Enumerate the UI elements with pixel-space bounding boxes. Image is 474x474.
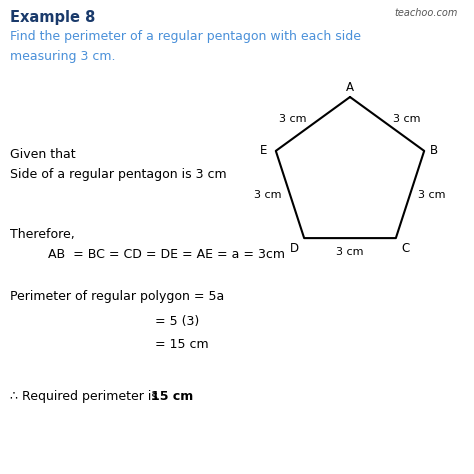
Text: A: A — [346, 81, 354, 93]
Text: 3 cm: 3 cm — [279, 114, 307, 124]
Text: C: C — [402, 242, 410, 255]
Text: = 15 cm: = 15 cm — [155, 338, 209, 351]
Text: AB  = BC = CD = DE = AE = a = 3cm: AB = BC = CD = DE = AE = a = 3cm — [48, 248, 285, 261]
Text: 3 cm: 3 cm — [336, 247, 364, 257]
Text: Example 8: Example 8 — [10, 10, 95, 25]
Text: measuring 3 cm.: measuring 3 cm. — [10, 50, 116, 63]
Text: Perimeter of regular polygon = 5a: Perimeter of regular polygon = 5a — [10, 290, 224, 303]
Text: Side of a regular pentagon is 3 cm: Side of a regular pentagon is 3 cm — [10, 168, 227, 181]
Text: ∴ Required perimeter is: ∴ Required perimeter is — [10, 390, 162, 403]
Text: 3 cm: 3 cm — [418, 190, 446, 200]
Text: 15 cm: 15 cm — [151, 390, 193, 403]
Text: 3 cm: 3 cm — [393, 114, 421, 124]
Text: = 5 (3): = 5 (3) — [155, 315, 199, 328]
Text: Therefore,: Therefore, — [10, 228, 75, 241]
Text: teachoo.com: teachoo.com — [395, 8, 458, 18]
Text: D: D — [290, 242, 299, 255]
Text: Find the perimeter of a regular pentagon with each side: Find the perimeter of a regular pentagon… — [10, 30, 361, 43]
Text: 3 cm: 3 cm — [254, 190, 282, 200]
Text: Given that: Given that — [10, 148, 76, 161]
Text: B: B — [430, 145, 438, 157]
Text: E: E — [260, 145, 267, 157]
